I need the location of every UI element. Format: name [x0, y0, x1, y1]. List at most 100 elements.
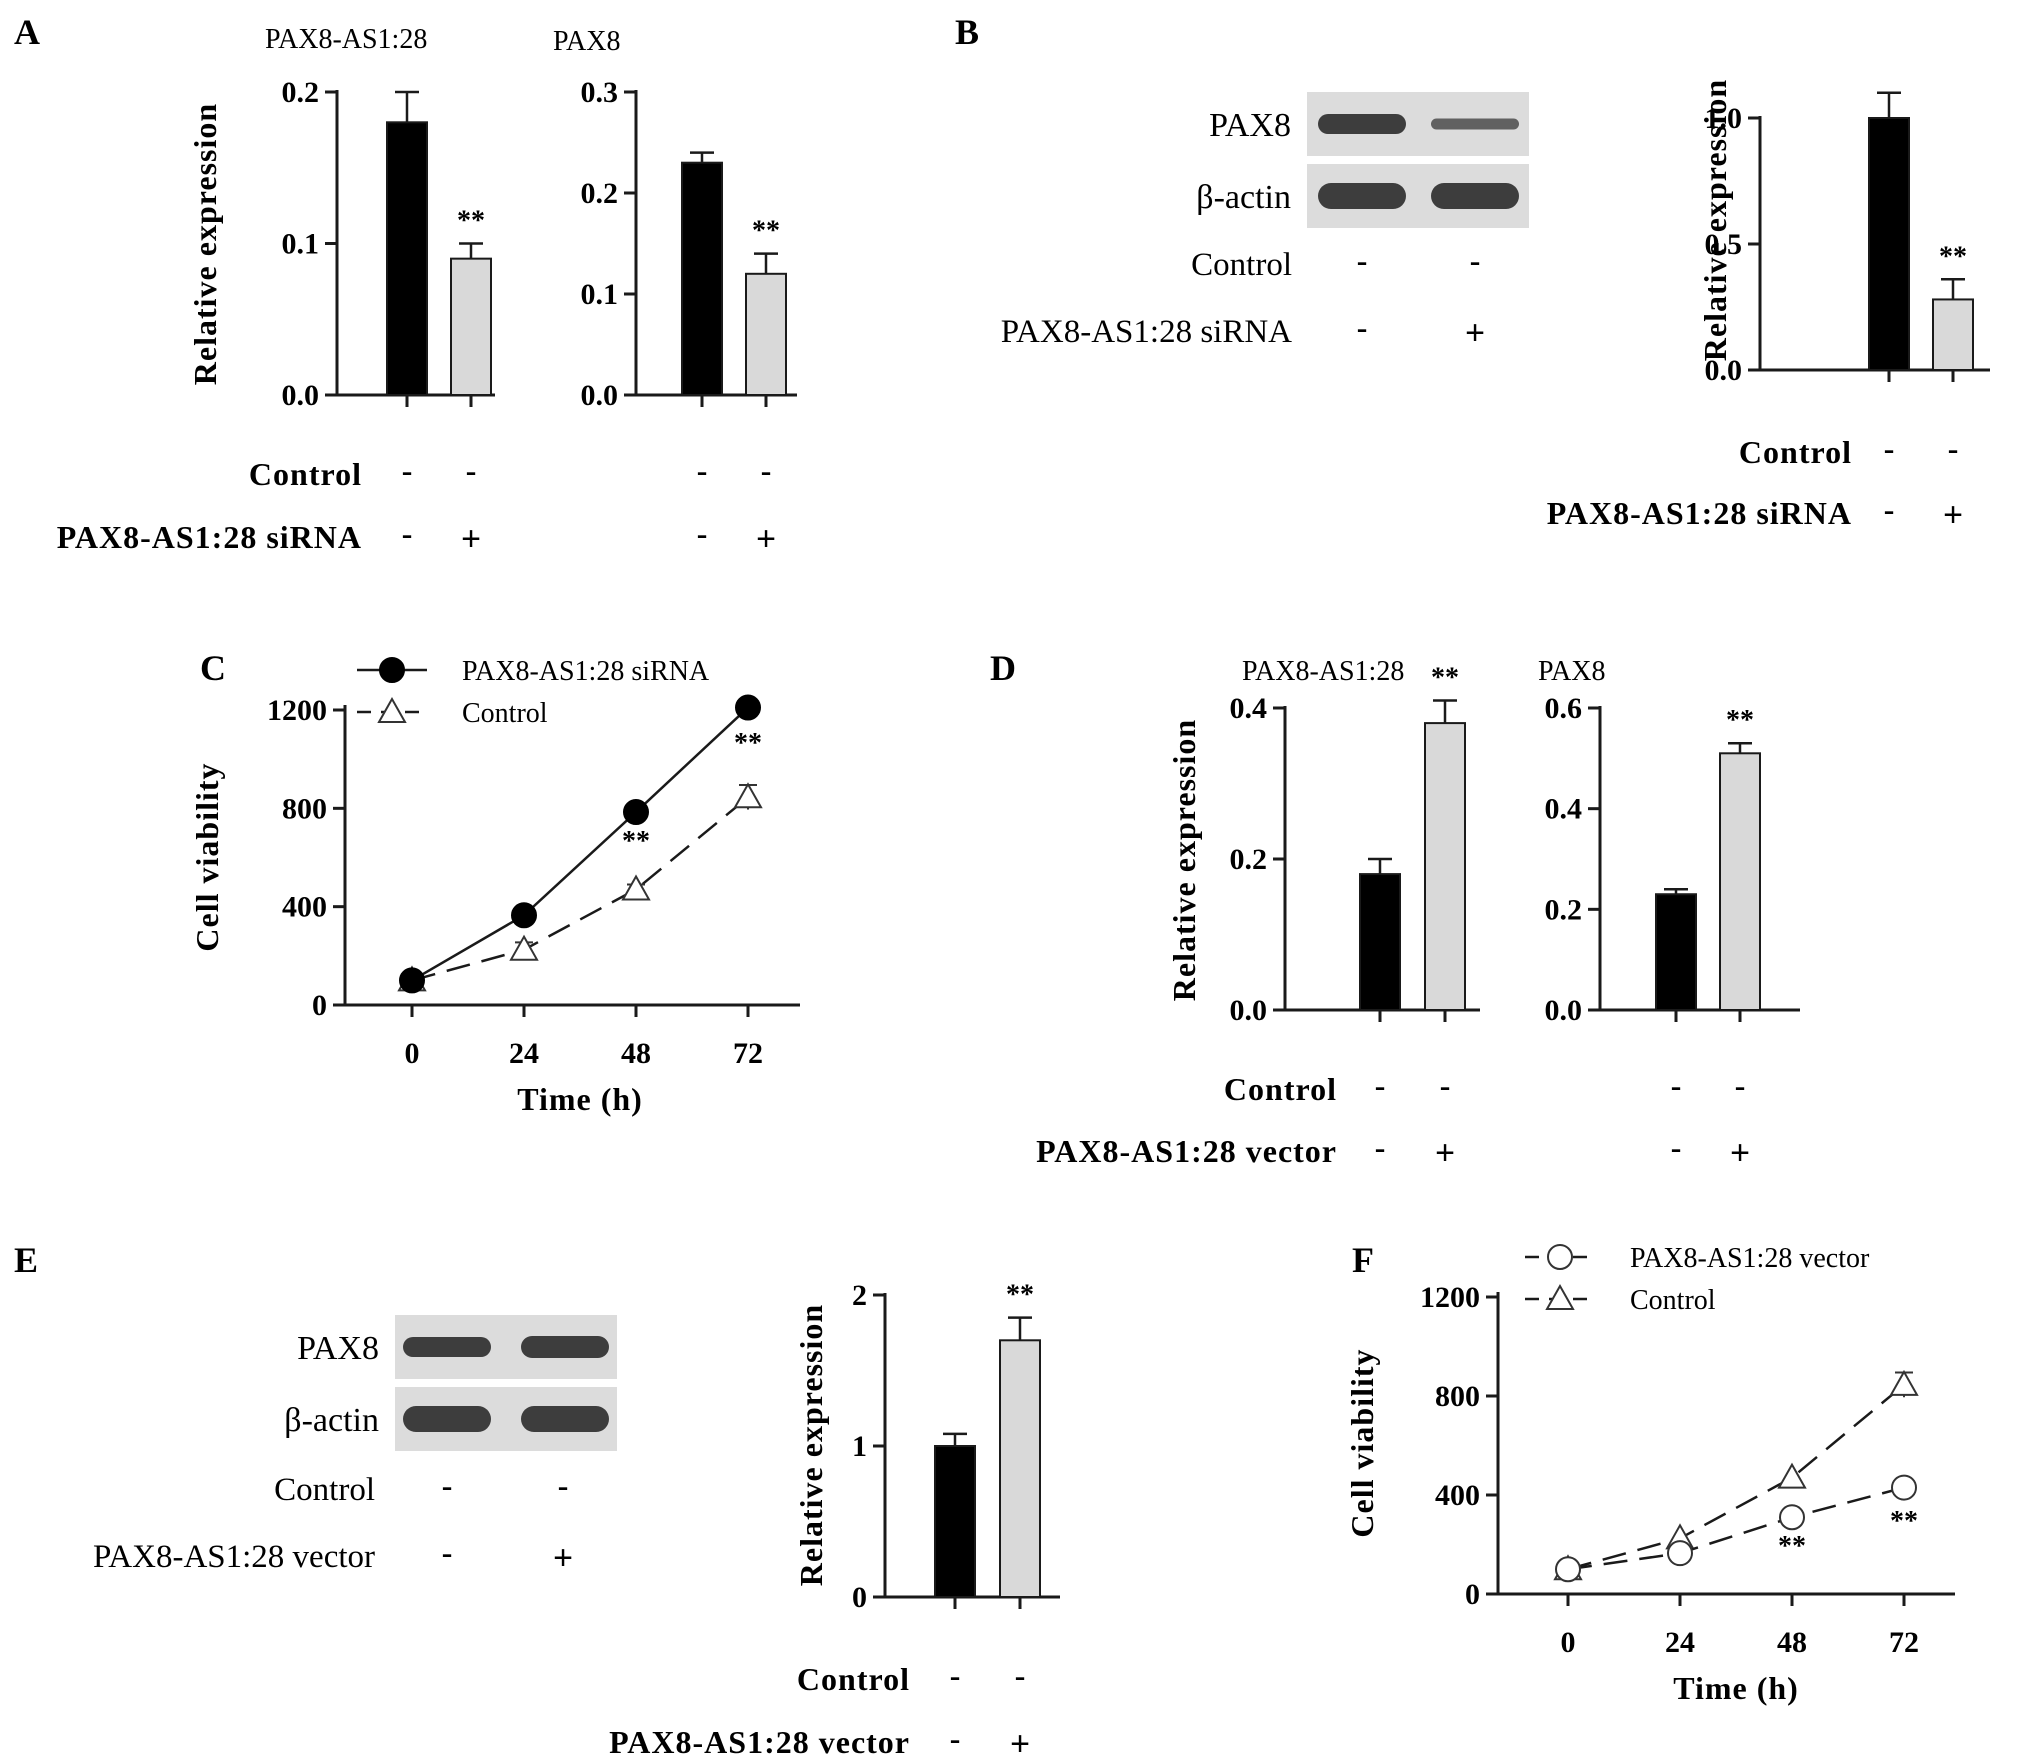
minus-sign: - — [1014, 1658, 1025, 1696]
significance-label: ** — [1890, 1506, 1918, 1537]
data-point — [399, 967, 425, 994]
significance-label: ** — [1431, 662, 1459, 693]
y-axis-label: Relative expression — [793, 1304, 829, 1586]
y-axis-label: Relative expression — [1697, 79, 1733, 361]
condition-label: PAX8-AS1:28 siRNA — [57, 519, 362, 555]
minus-sign: - — [696, 516, 707, 554]
y-tick-label: 0 — [312, 989, 327, 1022]
y-tick-label: 0.2 — [1545, 893, 1583, 926]
y-tick-label: 0.2 — [1230, 843, 1268, 876]
blot-band — [521, 1406, 609, 1432]
panel-letter-d: D — [990, 648, 1016, 688]
minus-sign: - — [1374, 1130, 1385, 1168]
bar-chart-e: 0 1 2 ** Relative expression — [793, 1279, 1060, 1614]
x-tick-label: 72 — [1889, 1626, 1919, 1659]
data-point — [1779, 1504, 1805, 1531]
x-tick-label: 48 — [1777, 1626, 1807, 1659]
minus-sign: - — [949, 1658, 960, 1696]
legend-marker — [379, 657, 405, 683]
legend-entry: PAX8-AS1:28 siRNA — [357, 656, 710, 687]
treated-bar — [1932, 298, 1974, 371]
blot-row-label: PAX8 — [297, 1330, 379, 1367]
significance-label: ** — [734, 728, 762, 759]
control-bar — [1868, 117, 1910, 371]
minus-sign: - — [401, 516, 412, 554]
significance-label: ** — [1939, 241, 1967, 272]
series-pax8-as1-28-vector — [1555, 1474, 1917, 1583]
y-tick-label: 400 — [282, 891, 327, 924]
x-tick-label: 48 — [621, 1037, 651, 1070]
legend-marker — [377, 696, 407, 723]
legend-entry: Control — [357, 696, 548, 729]
treated-bar — [745, 272, 787, 396]
western-blot-e: PAX8 β-actin — [284, 1315, 617, 1451]
bar-chart-d2: 0.0 0.2 0.4 0.6 ** PAX8 — [1538, 656, 1800, 1027]
condition-label: Control — [274, 1472, 375, 1508]
blot-band — [1318, 183, 1406, 209]
minus-sign: - — [1356, 310, 1367, 348]
data-point — [511, 902, 537, 929]
minus-sign: - — [441, 1468, 452, 1506]
y-tick-label: 0.4 — [1545, 793, 1583, 826]
condition-label: PAX8-AS1:28 siRNA — [1001, 314, 1292, 350]
minus-sign: - — [1374, 1068, 1385, 1106]
y-tick-label: 1200 — [267, 694, 327, 727]
minus-sign: - — [1947, 431, 1958, 469]
blot-band — [403, 1406, 491, 1432]
y-tick-label: 400 — [1435, 1479, 1480, 1512]
data-point — [735, 694, 761, 721]
condition-label: Control — [797, 1661, 910, 1697]
y-tick-label: 0.2 — [581, 177, 619, 210]
legend-label: PAX8-AS1:28 vector — [1630, 1243, 1870, 1274]
line-chart-c: 0 400 800 1200 0 24 48 72 Time (h) Cell viability… — [189, 656, 800, 1117]
y-tick-label: 0.5 — [1705, 228, 1743, 261]
treated-bar — [1719, 752, 1761, 1011]
chart-title: PAX8-AS1:28 — [1242, 656, 1404, 687]
legend-label: Control — [462, 698, 548, 729]
data-point — [1889, 1369, 1919, 1396]
x-tick-label: 72 — [733, 1037, 763, 1070]
plus-sign: + — [1010, 1725, 1030, 1763]
condition-label: PAX8-AS1:28 vector — [609, 1724, 910, 1760]
panel-letter-b: B — [955, 12, 979, 52]
condition-label: Control — [249, 456, 362, 492]
condition-label: Control — [1224, 1071, 1337, 1107]
y-axis-label: Cell viability — [1344, 1348, 1380, 1537]
x-tick-label: 24 — [1665, 1626, 1695, 1659]
series-line — [411, 706, 749, 982]
panel-letter-c: C — [200, 648, 226, 688]
series-control — [397, 782, 763, 992]
chart-title: PAX8-AS1:28 — [265, 24, 427, 55]
data-point — [733, 782, 763, 809]
significance-label: ** — [1006, 1280, 1034, 1311]
bar-chart-b: 0.0 0.5 1.0 ** Relative expression — [1697, 79, 1990, 387]
legend-marker — [1547, 1244, 1573, 1270]
significance-label: ** — [457, 206, 485, 237]
plus-sign: + — [1943, 496, 1963, 534]
y-tick-label: 0.0 — [1230, 994, 1268, 1027]
series-line — [411, 796, 749, 982]
minus-sign: - — [1356, 243, 1367, 281]
blot-band — [1431, 118, 1519, 130]
treated-bar — [450, 257, 492, 396]
bar-chart-a1: 0.0 0.1 0.2 ** PAX8-AS1:28 Relative expressio… — [187, 24, 495, 412]
minus-sign: - — [441, 1535, 452, 1573]
series-control — [1553, 1369, 1919, 1581]
condition-label: PAX8-AS1:28 siRNA — [1547, 495, 1852, 531]
minus-sign: - — [760, 453, 771, 491]
x-tick-label: 0 — [405, 1037, 420, 1070]
minus-sign: - — [1883, 431, 1894, 469]
legend-label: PAX8-AS1:28 siRNA — [462, 656, 710, 687]
y-axis-label: Relative expression — [1166, 719, 1202, 1001]
y-tick-label: 0.3 — [581, 76, 619, 109]
treated-bar — [1424, 722, 1466, 1011]
plus-sign: + — [1730, 1134, 1750, 1172]
minus-sign: - — [696, 453, 707, 491]
y-tick-label: 1.0 — [1705, 102, 1743, 135]
chart-title: PAX8 — [553, 26, 620, 57]
y-tick-label: 0.0 — [282, 379, 320, 412]
y-tick-label: 800 — [282, 792, 327, 825]
series-line — [1567, 1486, 1905, 1571]
blot-row-label: PAX8 — [1209, 107, 1291, 144]
